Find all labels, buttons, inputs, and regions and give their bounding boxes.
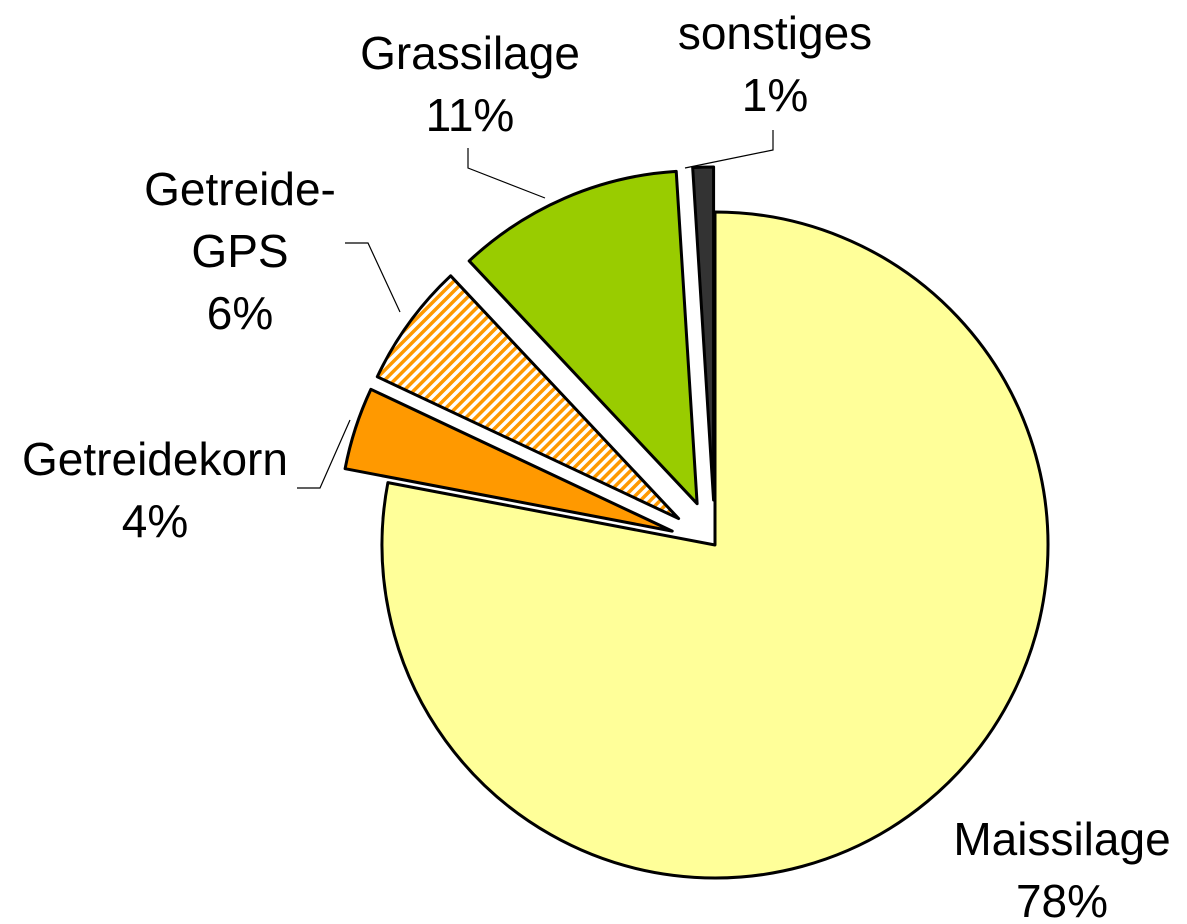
leader-line	[467, 148, 546, 199]
leader-line	[297, 419, 351, 489]
value-label: 4%	[121, 495, 189, 547]
slice-label: Grassilage 11%	[340, 22, 600, 146]
value-label: 1%	[741, 69, 809, 121]
value-label: 78%	[1015, 875, 1109, 924]
slice-label: Getreidekorn 4%	[5, 428, 305, 552]
leader-line	[345, 242, 401, 313]
leader-line	[684, 130, 774, 169]
category-label: Getreidekorn	[22, 433, 288, 485]
pie-slice	[343, 387, 674, 533]
pie-slice	[691, 165, 716, 502]
value-label: 11%	[425, 89, 515, 141]
slice-label: sonstiges 1%	[660, 2, 890, 126]
category-label: Grassilage	[360, 27, 580, 79]
leader-lines	[297, 130, 774, 489]
pie-slice	[467, 169, 699, 506]
value-label: 6%	[206, 287, 274, 339]
category-label: sonstiges	[677, 7, 873, 59]
slice-label: Maissilage 78%	[932, 808, 1187, 924]
pie-slice	[375, 274, 681, 521]
category-label: Getreide-GPS	[144, 163, 336, 277]
pie-slice	[380, 210, 1050, 880]
slice-label: Getreide-GPS 6%	[140, 158, 340, 344]
category-label: Maissilage	[953, 813, 1171, 865]
